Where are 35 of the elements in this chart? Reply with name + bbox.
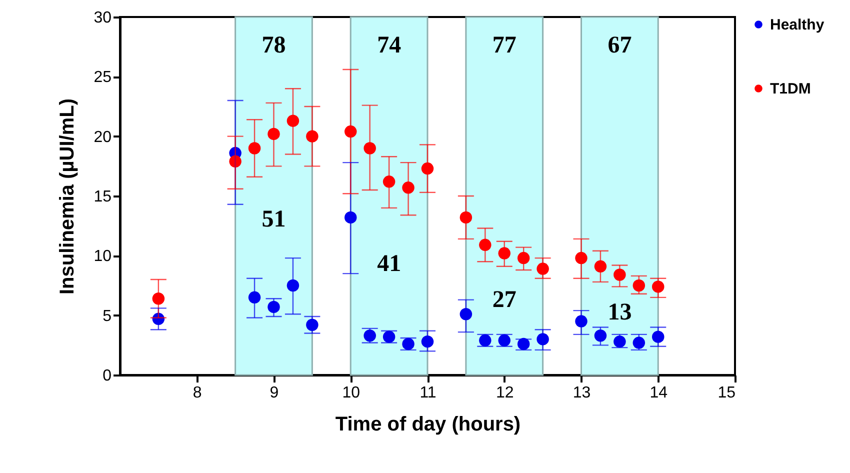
point — [594, 260, 607, 273]
annotation: 13 — [608, 299, 632, 326]
x-tick-label: 12 — [496, 384, 514, 402]
y-tick-label: 25 — [94, 69, 112, 86]
x-tick-label: 14 — [650, 384, 668, 402]
y-tick-label: 0 — [102, 368, 112, 384]
y-tick-label: 5 — [102, 308, 112, 325]
point — [421, 162, 434, 175]
annotation: 78 — [262, 32, 286, 59]
legend-label: T1DM — [770, 80, 811, 98]
annotation: 77 — [492, 32, 516, 59]
annotation: 74 — [377, 32, 402, 59]
x-tick-label: 9 — [270, 384, 279, 402]
annotation: 27 — [492, 286, 516, 313]
legend-label: Healthy — [770, 16, 825, 34]
x-tick-label: 15 — [718, 384, 736, 402]
y-tick-label: 20 — [94, 128, 112, 146]
y-tick-label: 10 — [94, 248, 112, 266]
point — [594, 330, 607, 342]
point — [248, 291, 261, 304]
point — [517, 252, 530, 264]
annotation: 41 — [377, 251, 402, 278]
x-axis-title: Time of day (hours) — [335, 414, 521, 436]
point — [460, 211, 472, 224]
annotation: 51 — [262, 206, 286, 232]
point — [421, 335, 434, 348]
x-tick-label: 13 — [572, 384, 591, 402]
point — [152, 292, 165, 305]
annotation: 67 — [608, 32, 632, 59]
y-tick-label: 30 — [94, 10, 112, 26]
x-tick-label: 11 — [420, 384, 436, 402]
x-tick-label: 8 — [192, 384, 202, 402]
y-tick-label: 15 — [94, 188, 112, 206]
y-axis-title: Insulinemia (µUI/mL) — [56, 98, 79, 294]
x-tick-label: 10 — [342, 384, 360, 402]
